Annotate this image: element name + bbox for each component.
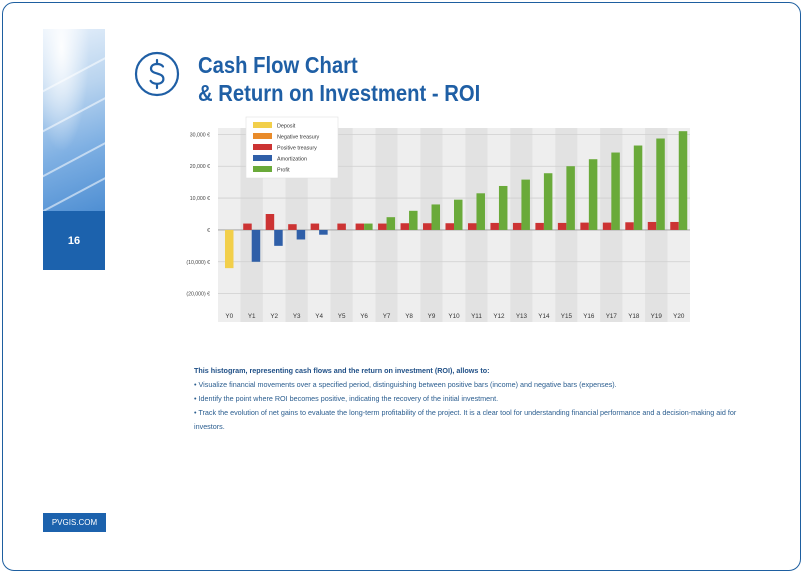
bar-positive-treasury	[490, 222, 499, 230]
legend-label: Profit	[277, 167, 290, 173]
bar-positive-treasury	[580, 222, 589, 230]
bar-profit	[633, 145, 643, 230]
legend-swatch	[253, 155, 272, 161]
bar-amortization	[274, 229, 283, 246]
description-block: This histogram, representing cash flows …	[194, 364, 754, 434]
bar-positive-treasury	[288, 224, 297, 230]
x-tick-label: Y20	[673, 313, 685, 320]
legend-swatch	[253, 122, 272, 128]
x-tick-label: Y4	[315, 313, 323, 320]
x-tick-label: Y17	[606, 313, 618, 320]
bar-profit	[521, 179, 530, 230]
x-tick-label: Y11	[471, 313, 482, 320]
bar-positive-treasury	[337, 223, 346, 230]
bar-profit	[409, 210, 418, 230]
bar-amortization	[251, 229, 261, 262]
description-bullet-2: • Identify the point where ROI becomes p…	[194, 394, 499, 403]
x-tick-label: Y2	[270, 313, 278, 320]
cash-flow-chart: 30,000 € 20,000 € 10,000 € € (10,000) € (20,0…	[186, 116, 690, 322]
page-title: Cash Flow Chart & Return on Investment -…	[198, 51, 480, 107]
description-bullet-1: • Visualize financial movements over a s…	[194, 380, 617, 389]
bar-positive-treasury	[445, 223, 454, 230]
bar-positive-treasury	[467, 223, 477, 230]
bar-positive-treasury	[355, 223, 365, 230]
bar-amortization	[296, 229, 306, 240]
x-tick-label: Y10	[448, 313, 460, 320]
x-tick-label: Y0	[225, 313, 233, 320]
bar-positive-treasury	[647, 221, 657, 230]
bar-profit	[611, 152, 620, 230]
column-band	[218, 128, 241, 322]
y-tick-label: 10,000 €	[190, 196, 210, 202]
bar-positive-treasury	[310, 223, 320, 230]
legend-swatch	[253, 166, 272, 172]
legend-swatch	[253, 144, 272, 150]
bar-profit	[566, 166, 575, 230]
legend-label: Deposit	[277, 123, 296, 129]
legend-label: Amortization	[277, 156, 307, 162]
page-number: 16	[43, 211, 105, 270]
description-intro: This histogram, representing cash flows …	[194, 366, 490, 375]
y-tick-label: 20,000 €	[190, 164, 210, 170]
bar-positive-treasury	[400, 223, 410, 230]
bar-deposit	[224, 229, 234, 269]
title-line-1: Cash Flow Chart	[198, 52, 358, 78]
y-tick-label: €	[207, 228, 210, 234]
bar-positive-treasury	[378, 223, 387, 230]
dollar-circle-icon	[134, 51, 180, 97]
bar-amortization	[319, 229, 328, 235]
title-line-2: & Return on Investment - ROI	[198, 80, 481, 106]
bar-profit	[588, 159, 598, 230]
x-tick-label: Y15	[561, 313, 573, 320]
y-tick-label: (10,000) €	[186, 260, 210, 266]
bar-positive-treasury	[243, 223, 252, 230]
x-tick-label: Y16	[583, 313, 595, 320]
x-tick-label: Y14	[538, 313, 550, 320]
side-photo	[43, 29, 105, 211]
x-tick-label: Y3	[293, 313, 301, 320]
y-tick-label: (20,000) €	[186, 292, 210, 298]
bar-positive-treasury	[670, 221, 679, 230]
x-tick-label: Y12	[493, 313, 505, 320]
x-tick-label: Y9	[428, 313, 436, 320]
legend-swatch	[253, 133, 272, 139]
bar-profit	[454, 199, 463, 230]
bar-positive-treasury	[265, 214, 275, 230]
bar-positive-treasury	[512, 222, 522, 230]
x-tick-label: Y8	[405, 313, 413, 320]
bar-positive-treasury	[535, 222, 544, 230]
description-bullet-3: • Track the evolution of net gains to ev…	[194, 408, 737, 431]
bar-profit	[386, 217, 396, 230]
bar-profit	[364, 223, 373, 230]
bar-positive-treasury	[602, 222, 612, 230]
y-tick-label: 30,000 €	[190, 132, 210, 138]
x-tick-label: Y1	[248, 313, 256, 320]
bar-profit	[476, 193, 485, 230]
bar-positive-treasury	[557, 222, 567, 230]
site-link[interactable]: PVGIS.COM	[43, 513, 106, 532]
bar-profit	[498, 185, 508, 230]
x-tick-label: Y7	[383, 313, 391, 320]
chart-container: 30,000 € 20,000 € 10,000 € € (10,000) € (20,0…	[180, 110, 690, 330]
x-tick-label: Y5	[338, 313, 346, 320]
bar-profit	[431, 204, 441, 230]
x-tick-label: Y6	[360, 313, 368, 320]
x-tick-label: Y13	[516, 313, 528, 320]
x-tick-label: Y19	[651, 313, 663, 320]
legend-label: Positive treasury	[277, 145, 317, 151]
bar-profit	[656, 138, 665, 230]
bar-profit	[543, 173, 553, 230]
bar-positive-treasury	[423, 223, 432, 230]
legend-label: Negative treasury	[277, 134, 320, 140]
bar-positive-treasury	[625, 222, 634, 230]
x-tick-label: Y18	[628, 313, 640, 320]
bar-profit	[678, 131, 688, 230]
